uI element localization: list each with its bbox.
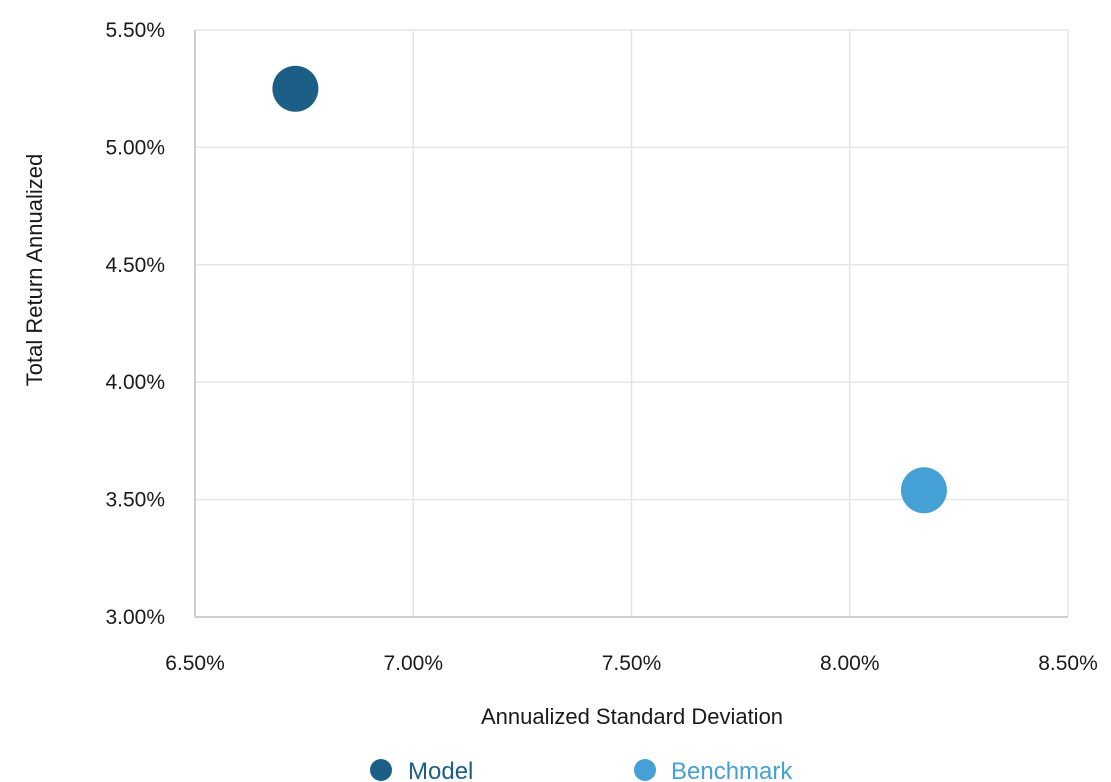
y-tick-label: 5.00%: [105, 136, 165, 159]
y-tick-label: 3.00%: [105, 606, 165, 629]
data-point-benchmark: [900, 467, 947, 514]
x-tick-label: 6.50%: [165, 652, 225, 675]
y-tick-label: 3.50%: [105, 489, 165, 512]
grid: [195, 29, 1069, 617]
y-axis-title: Total Return Annualized: [22, 154, 47, 386]
data-points: [272, 65, 947, 514]
legend-marker-model: [370, 759, 392, 781]
axes: [194, 30, 1068, 618]
legend-marker-benchmark: [634, 759, 656, 781]
y-tick-label: 4.00%: [105, 371, 165, 394]
data-point-model: [272, 65, 319, 112]
x-tick-label: 7.50%: [602, 652, 662, 675]
x-tick-label: 8.50%: [1038, 652, 1098, 675]
legend: Model Benchmark: [370, 758, 793, 782]
legend-item-benchmark: Benchmark: [634, 758, 793, 782]
x-axis-title: Annualized Standard Deviation: [481, 704, 783, 729]
legend-item-model: Model: [370, 758, 473, 782]
y-tick-label: 5.50%: [105, 19, 165, 42]
x-tick-labels: 6.50% 7.00% 7.50% 8.00% 8.50%: [165, 652, 1098, 675]
y-tick-labels: 3.00% 3.50% 4.00% 4.50% 5.00% 5.50%: [105, 19, 165, 629]
x-tick-label: 7.00%: [383, 652, 443, 675]
x-tick-label: 8.00%: [820, 652, 880, 675]
legend-label-model: Model: [408, 758, 473, 782]
y-tick-label: 4.50%: [105, 254, 165, 277]
legend-label-benchmark: Benchmark: [671, 758, 793, 782]
